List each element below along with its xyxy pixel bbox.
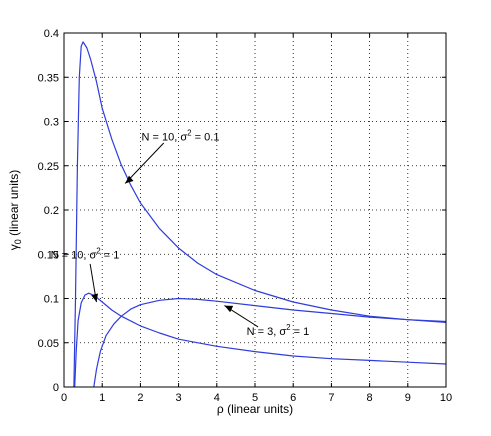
- annotation-n3-s1-label: N = 3, σ2 = 1: [247, 323, 310, 338]
- y-tick-label: 0.4: [44, 28, 59, 40]
- series-line-2: [74, 292, 447, 388]
- x-axis-ticks: 0 1 2 3 4 5 6 7 8 9 10: [61, 33, 452, 404]
- y-axis-label-units: (linear units): [7, 170, 21, 239]
- x-tick-label: 9: [405, 392, 411, 404]
- x-tick-label: 2: [137, 392, 143, 404]
- annotation-n3-s1: N = 3, σ2 = 1: [224, 305, 310, 338]
- series-line-1: [73, 41, 447, 388]
- x-axis-label: ρ (linear units): [217, 402, 293, 416]
- annotation-n10-s1-label: N = 10, σ2 = 1: [51, 246, 120, 261]
- y-tick-label: 0.25: [38, 161, 59, 173]
- y-tick-label: 0: [53, 382, 59, 394]
- y-tick-label: 0.1: [44, 294, 59, 306]
- x-tick-label: 3: [176, 392, 182, 404]
- annotation-n10-s1-arrowhead: [91, 293, 99, 303]
- annotation-n10-s01-arrowhead: [125, 175, 134, 184]
- x-tick-label: 6: [290, 392, 296, 404]
- x-tick-label: 8: [367, 392, 373, 404]
- annotation-n10-s1: N = 10, σ2 = 1: [51, 246, 120, 303]
- annotation-n10-s01: N = 10, σ2 = 0.1: [124, 129, 220, 184]
- x-tick-label: 4: [214, 392, 220, 404]
- annotation-n10-s01-label: N = 10, σ2 = 0.1: [142, 129, 220, 144]
- x-tick-label: 7: [328, 392, 334, 404]
- y-tick-label: 0.05: [38, 338, 59, 350]
- y-tick-label: 0.3: [44, 117, 59, 129]
- series-line-3: [93, 297, 447, 388]
- y-tick-label: 0.2: [44, 205, 59, 217]
- grid-lines: [64, 33, 446, 387]
- y-tick-label: 0.15: [38, 249, 59, 261]
- x-tick-label: 10: [440, 392, 452, 404]
- y-axis-label-symbol: γ: [7, 244, 21, 250]
- x-tick-label: 1: [99, 392, 105, 404]
- y-axis-ticks: 0 0.05 0.1 0.15 0.2 0.25 0.3 0.35 0.4: [38, 28, 446, 394]
- annotation-n3-s1-arrowhead: [224, 305, 234, 313]
- annotations: N = 10, σ2 = 0.1 N = 10, σ2 = 1 N = 3, σ2 …: [51, 129, 310, 339]
- y-tick-label: 0.35: [38, 72, 59, 84]
- y-axis-label-subscript: 0: [13, 239, 23, 244]
- x-tick-label: 0: [61, 392, 67, 404]
- annotation-n10-s01-arrow: [124, 142, 165, 184]
- series-lines: [73, 41, 447, 388]
- x-tick-label: 5: [252, 392, 258, 404]
- y-axis-label: γ0 (linear units): [7, 170, 23, 250]
